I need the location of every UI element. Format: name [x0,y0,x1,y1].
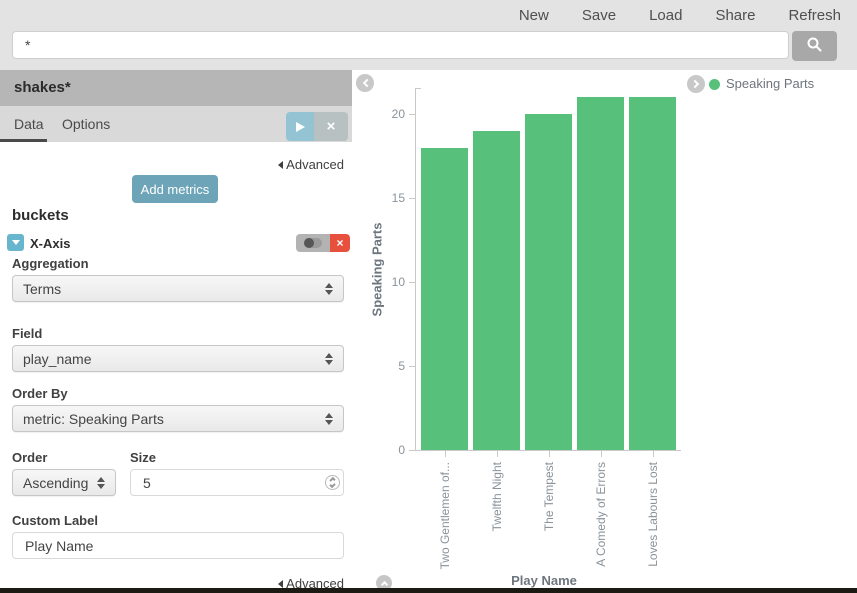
legend-collapse-button[interactable] [687,75,705,93]
size-input[interactable] [130,469,344,496]
y-tick [409,198,415,199]
x-tick [444,450,446,457]
x-tick [496,450,498,457]
query-search-input[interactable] [12,31,789,59]
y-tick [409,450,415,451]
field-select-value: play_name [23,350,92,367]
order-select[interactable]: Ascending [12,469,116,496]
scroll-up-button[interactable] [376,575,392,591]
x-axis-bucket-label: X-Axis [30,236,71,251]
order-label: Order [12,450,48,465]
select-arrows-icon [97,476,105,489]
x-category-label: The Tempest [541,462,556,532]
x-axis-collapse-button[interactable] [7,234,24,251]
bar-4[interactable] [629,97,676,450]
legend-swatch [709,79,720,90]
x-category-label: Loves Labours Lost [645,462,660,567]
x-category-label: Twelfth Night [489,462,504,532]
legend-item-speaking-parts[interactable]: Speaking Parts [726,76,815,91]
search-icon [806,36,823,56]
add-metrics-button[interactable]: Add metrics [132,175,218,203]
x-category-label: Two Gentlemen of... [437,462,452,570]
play-icon [295,121,305,132]
nav-refresh[interactable]: Refresh [788,7,841,24]
triangle-left-icon [278,160,284,169]
x-tick [548,450,550,457]
aggregation-select[interactable]: Terms [12,275,344,302]
nav-load[interactable]: Load [649,7,683,24]
select-arrows-icon [325,352,333,365]
x-category-label: A Comedy of Errors [593,462,608,567]
triangle-left-icon [278,579,284,588]
field-select[interactable]: play_name [12,345,344,372]
discard-changes-button[interactable]: × [314,112,348,141]
advanced-toggle-top-label: Advanced [286,157,344,172]
y-tick-label: 15 [391,191,405,205]
top-bar: New Save Load Share Refresh [0,0,857,70]
y-axis-title: Speaking Parts [369,222,385,317]
nav-share[interactable]: Share [715,7,756,24]
tab-data[interactable]: Data [14,116,44,132]
order-by-select[interactable]: metric: Speaking Parts [12,405,344,432]
buckets-heading: buckets [12,207,69,224]
y-axis-line [415,88,416,450]
order-by-label: Order By [12,386,68,401]
y-tick [409,366,415,367]
aggregation-select-value: Terms [23,280,62,297]
order-by-select-value: metric: Speaking Parts [23,410,164,427]
bar-3[interactable] [577,97,624,450]
x-axis-remove-button[interactable]: × [330,234,350,252]
search-button[interactable] [792,31,837,61]
y-tick-label: 0 [398,443,405,457]
bar-0[interactable] [421,147,468,450]
sidebar-collapse-button[interactable] [356,74,374,92]
size-label: Size [130,450,157,465]
chevron-right-icon [690,79,699,89]
select-arrows-icon [325,282,333,295]
order-select-value: Ascending [23,474,89,491]
chevron-left-icon [362,78,371,88]
index-pattern-title: shakes* [0,70,352,106]
custom-label-label: Custom Label [12,513,98,528]
bar-chart-canvas: Speaking Parts Speaking Parts Play Name … [352,70,857,591]
apply-changes-button[interactable] [286,112,314,141]
top-nav: New Save Load Share Refresh [519,7,841,25]
x-axis-line [415,450,681,451]
x-tick [600,450,602,457]
advanced-toggle-bottom-label: Advanced [286,576,344,591]
select-arrows-icon [325,412,333,425]
nav-save[interactable]: Save [581,7,617,24]
x-tick [652,450,654,457]
nav-new[interactable]: New [518,7,549,24]
y-tick [409,114,415,115]
tab-options[interactable]: Options [62,116,111,132]
y-tick [409,282,415,283]
x-axis-title: Play Name [511,573,577,588]
y-tick-label: 20 [391,107,405,121]
number-stepper-icon[interactable] [325,475,340,490]
chevron-down-icon [11,240,20,245]
custom-label-input[interactable] [12,532,344,559]
advanced-toggle-bottom[interactable]: Advanced [278,576,344,591]
active-tab-underline [0,139,47,142]
bar-1[interactable] [473,130,520,450]
vis-editor-sidebar: shakes* Data Options × Advanced Add metr… [0,70,352,591]
x-axis-enable-toggle[interactable] [296,234,330,252]
y-tick-label: 5 [398,359,405,373]
field-label: Field [12,326,43,341]
aggregation-label: Aggregation [12,256,89,271]
y-tick-label: 10 [391,275,405,289]
bar-2[interactable] [525,114,572,450]
toggle-icon [304,238,322,248]
advanced-toggle-top[interactable]: Advanced [278,157,344,172]
bottom-border-bar [0,588,857,593]
chevron-up-icon [380,580,388,589]
y-axis-top-cap [415,88,421,89]
